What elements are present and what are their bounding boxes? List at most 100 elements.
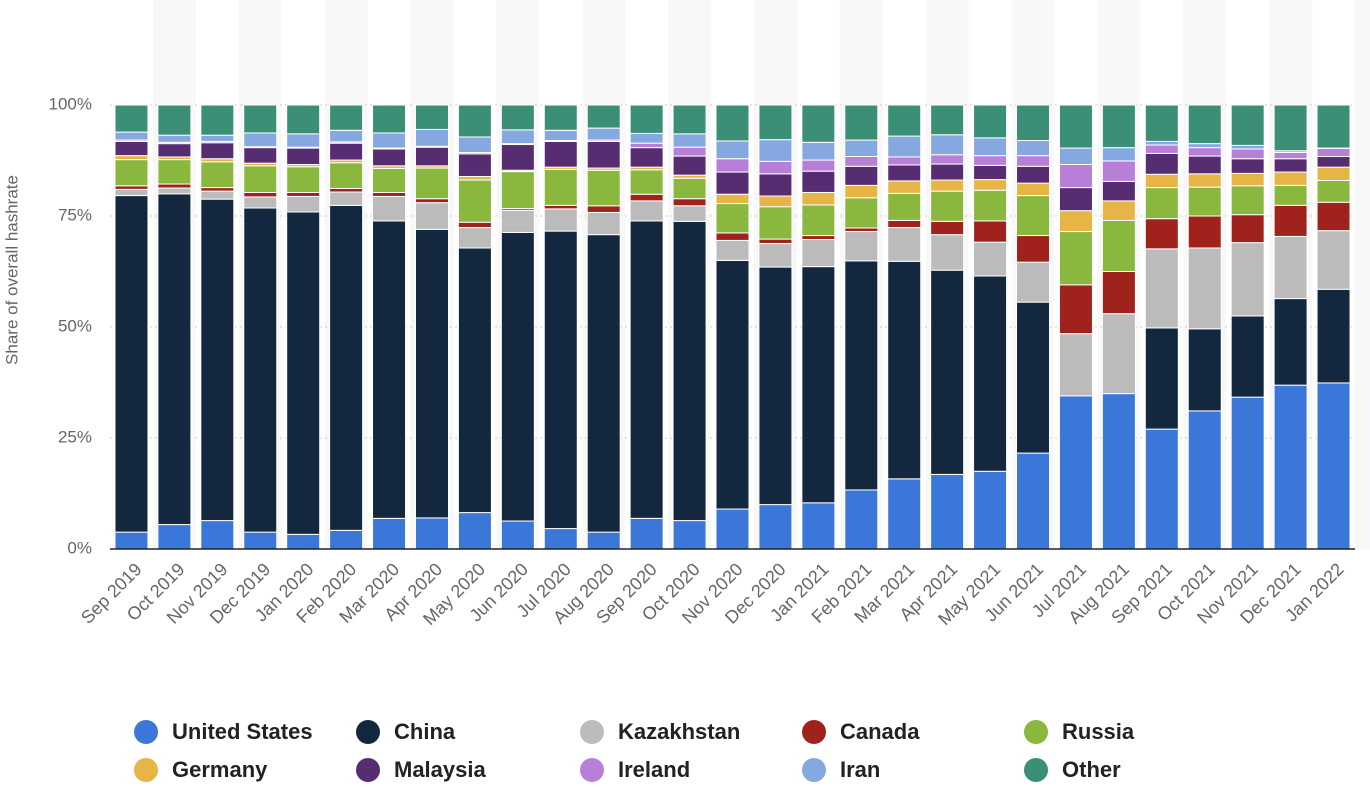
bar-segment (1273, 152, 1308, 160)
bar-segment (844, 139, 879, 158)
bar-segment (1230, 214, 1265, 244)
bar-segment (1144, 144, 1179, 154)
bar-segment (715, 508, 750, 550)
bar-segment (758, 266, 793, 506)
bar-segment (1058, 231, 1093, 286)
bar-segment (1230, 185, 1265, 216)
bar-segment (1101, 271, 1136, 315)
bar-segment (200, 134, 235, 142)
bar-segment (629, 517, 664, 550)
bar-segment (1273, 184, 1308, 206)
bar-segment (200, 190, 235, 200)
bar-segment (973, 275, 1008, 472)
bar-segment (1316, 148, 1351, 158)
bar-segment (1187, 173, 1222, 188)
bar-segment (457, 512, 492, 550)
legend-label: Other (1062, 757, 1121, 782)
bar-segment (372, 132, 407, 149)
legend-label: Iran (840, 757, 880, 782)
bar-segment (801, 239, 836, 268)
bar-segment (1316, 104, 1351, 149)
bar-segment (715, 203, 750, 234)
bar-segment (1016, 261, 1051, 303)
bar-segment (1058, 284, 1093, 335)
bar-segment (1101, 147, 1136, 162)
bar-segment (973, 104, 1008, 139)
legend-label: Ireland (618, 757, 690, 782)
bar-segment (1230, 148, 1265, 160)
y-tick-label: 75% (58, 205, 92, 224)
bar-segment (1016, 155, 1051, 167)
bar-segment (629, 200, 664, 222)
legend-label: China (394, 719, 456, 744)
bar-segment (157, 134, 192, 143)
bar-segment (758, 139, 793, 162)
bar-segment (1144, 173, 1179, 189)
bar-segment (629, 147, 664, 168)
bar-segment (930, 269, 965, 475)
bar-segment (1144, 152, 1179, 175)
bar-segment (1144, 248, 1179, 329)
bar-segment (543, 168, 578, 206)
bar-segment (801, 502, 836, 550)
bar-segment (414, 104, 449, 130)
bar-segment (629, 169, 664, 195)
legend-marker (580, 720, 604, 744)
bar-segment (758, 195, 793, 208)
bar-segment (329, 204, 364, 531)
bar-segment (930, 104, 965, 136)
bar-segment (1273, 235, 1308, 300)
bar-segment (672, 133, 707, 148)
bar-segment (414, 228, 449, 519)
bar-segment (758, 206, 793, 240)
bar-segment (586, 531, 621, 550)
bar-segment (1187, 143, 1222, 149)
bar-segment (887, 192, 922, 221)
bar-segment (1058, 187, 1093, 212)
bar-segment (1273, 384, 1308, 550)
bar-segment (1144, 187, 1179, 220)
bar-segment (1187, 186, 1222, 217)
bar-segment (1273, 171, 1308, 186)
bar-segment (500, 171, 535, 209)
bar-segment (930, 163, 965, 181)
bar-segment (1273, 104, 1308, 152)
bar-segment (973, 179, 1008, 191)
bar-segment (672, 155, 707, 176)
bar-segment (457, 153, 492, 177)
bar-segment (500, 231, 535, 522)
legend-marker (802, 758, 826, 782)
bar-segment (672, 198, 707, 207)
bar-segment (457, 136, 492, 154)
legend-marker (134, 758, 158, 782)
bar-segment (1016, 140, 1051, 157)
bar-segment (200, 520, 235, 550)
bar-segment (1144, 327, 1179, 430)
bar-segment (114, 131, 149, 141)
bar-segment (1016, 301, 1051, 454)
legend-marker (1024, 758, 1048, 782)
bar-segment (329, 129, 364, 143)
bar-segment (414, 128, 449, 147)
legend-marker (580, 758, 604, 782)
bar-segment (200, 187, 235, 192)
bar-segment (1101, 180, 1136, 202)
y-tick-label: 100% (49, 94, 92, 113)
bar-segment (973, 220, 1008, 243)
bar-segment (500, 520, 535, 550)
bar-segment (329, 162, 364, 189)
bar-segment (930, 220, 965, 236)
bar-segment (887, 156, 922, 166)
bar-segment (457, 179, 492, 223)
bar-segment (1144, 140, 1179, 146)
bar-segment (200, 104, 235, 136)
bar-segment (286, 104, 321, 135)
bar-segment (1230, 242, 1265, 317)
bar-segment (1230, 144, 1265, 150)
bar-segment (114, 195, 149, 533)
bar-segment (801, 204, 836, 237)
bar-segment (329, 104, 364, 131)
bar-segment (1016, 235, 1051, 263)
bar-segment (500, 104, 535, 131)
